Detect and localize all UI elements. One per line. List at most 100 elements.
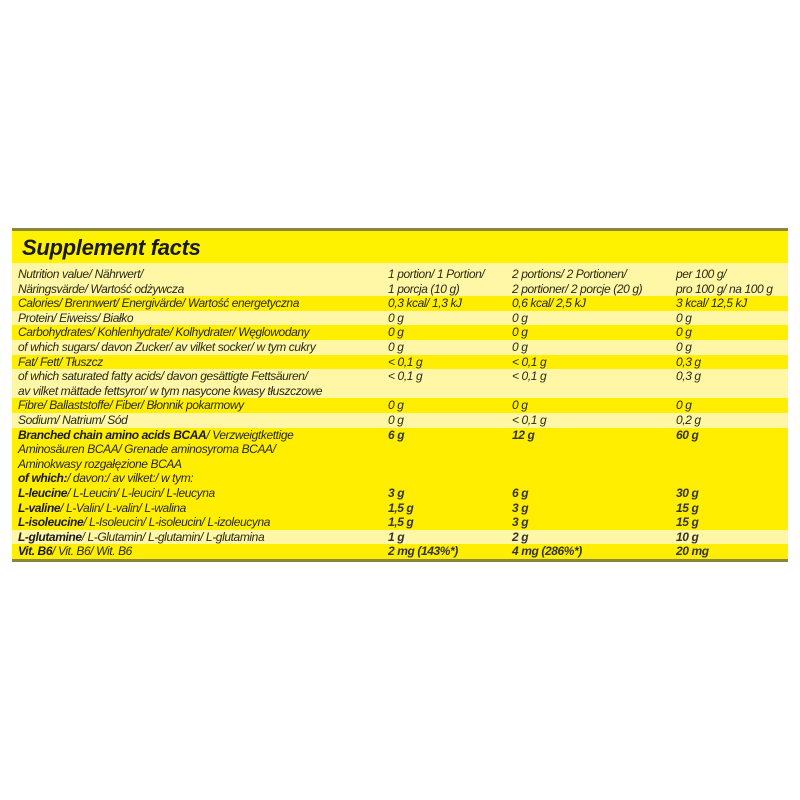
nutrient-label-text: Fat/ Fett/ Tłuszcz xyxy=(18,354,103,369)
per-2-portions-value: 12 g xyxy=(512,427,535,442)
nutrient-label: Fibre/ Ballaststoffe/ Fiber/ Błonnik pok… xyxy=(18,398,388,413)
per-100g-value: 0 g xyxy=(676,310,692,325)
per-2-portions-value: 0 g xyxy=(512,398,528,413)
nutrient-label: L-valine/ L-Valin/ L-valin/ L-walina xyxy=(18,501,388,516)
per-2-portions-value: 2 portions/ 2 Portionen/ 2 portioner/ 2 … xyxy=(512,267,643,296)
per-100g-value: 60 g xyxy=(676,427,699,442)
nutrient-label-text: of which saturated fatty acids/ davon ge… xyxy=(18,369,323,398)
per-portion-value: < 0,1 g xyxy=(388,354,423,369)
nutrient-label-text: / davon:/ av vilket:/ w tym: xyxy=(67,471,194,486)
supplement-facts-panel: Supplement facts Nutrition value/ Nährwe… xyxy=(12,228,788,562)
nutrient-label-text: Carbohydrates/ Kohlenhydrate/ Kolhydrate… xyxy=(18,325,310,340)
per-100g-value: per 100 g/ pro 100 g/ na 100 g xyxy=(676,267,773,296)
nutrient-label-bold: Vit. B6 xyxy=(18,544,53,559)
per-portion-value: 2 mg (143%*) xyxy=(388,544,458,559)
table-row: of which saturated fatty acids/ davon ge… xyxy=(12,369,788,399)
per-100g-value: 3 kcal/ 12,5 kJ xyxy=(676,296,747,311)
nutrient-label-bold: L-glutamine xyxy=(18,529,82,544)
nutrient-label: of which saturated fatty acids/ davon ge… xyxy=(18,369,388,398)
table-row: Fat/ Fett/ Tłuszcz < 0,1 g < 0,1 g 0,3 g xyxy=(12,354,788,370)
per-100g-value: 0,3 g xyxy=(676,369,701,384)
per-portion-value: 0 g xyxy=(388,339,404,354)
per-portion-value: 0 g xyxy=(388,398,404,413)
nutrient-label-bold: Branched chain amino acids BCAA xyxy=(18,427,207,442)
per-portion-value: 1,5 g xyxy=(388,515,414,530)
per-portion-value: 0 g xyxy=(388,412,404,427)
per-2-portions-value: 6 g xyxy=(512,485,529,500)
per-100g-value xyxy=(676,471,788,486)
nutrient-label: of which sugars/ davon Zucker/ av vilket… xyxy=(18,340,388,355)
nutrient-label: Carbohydrates/ Kohlenhydrate/ Kolhydrate… xyxy=(18,325,388,340)
nutrient-label-bold: L-valine xyxy=(18,500,61,515)
per-2-portions-value: 0,6 kcal/ 2,5 kJ xyxy=(512,296,586,311)
nutrient-label-text: / L-Glutamin/ L-glutamin/ L-glutamina xyxy=(81,529,265,544)
per-portion-value: 1,5 g xyxy=(388,500,414,515)
nutrient-label: Fat/ Fett/ Tłuszcz xyxy=(18,355,388,370)
table-row: Nutrition value/ Nährwert/ Näringsvärde/… xyxy=(12,263,788,297)
nutrient-label-text: Fibre/ Ballaststoffe/ Fiber/ Błonnik pok… xyxy=(18,398,244,413)
per-portion-value: 0 g xyxy=(388,325,404,340)
table-row: Branched chain amino acids BCAA/ Verzwei… xyxy=(12,427,788,472)
table-row: Protein/ Eiweiss/ Białko 0 g 0 g 0 g xyxy=(12,310,788,326)
per-portion-value: 0,3 kcal/ 1,3 kJ xyxy=(388,296,462,311)
nutrient-label: Protein/ Eiweiss/ Białko xyxy=(18,311,388,326)
table-row: L-leucine/ L-Leucin/ L-leucin/ L-leucyna… xyxy=(12,485,788,501)
per-100g-value: 30 g xyxy=(676,485,699,500)
per-2-portions-value: 0 g xyxy=(512,310,528,325)
nutrient-label-text: Calories/ Brennwert/ Energivärde/ Wartoś… xyxy=(18,296,299,311)
nutrient-label: Nutrition value/ Nährwert/ Näringsvärde/… xyxy=(18,267,388,296)
nutrient-label-text: / L-Valin/ L-valin/ L-walina xyxy=(60,500,186,515)
per-portion-value: 1 portion/ 1 Portion/ 1 porcja (10 g) xyxy=(388,267,485,296)
per-portion-value: 0 g xyxy=(388,310,404,325)
table-row: Fibre/ Ballaststoffe/ Fiber/ Błonnik pok… xyxy=(12,398,788,413)
nutrient-label: Sodium/ Natrium/ Sód xyxy=(18,413,388,428)
nutrient-label-text: / Vit. B6/ Wit. B6 xyxy=(52,544,132,559)
per-2-portions-value: 4 mg (286%*) xyxy=(512,544,582,559)
nutrient-label-text: / Verzweigtkettige Aminosäuren BCAA/ Gre… xyxy=(18,427,294,471)
table-row: L-valine/ L-Valin/ L-valin/ L-walina 1,5 … xyxy=(12,500,788,516)
nutrient-label-bold: L-isoleucine xyxy=(18,515,84,530)
per-100g-value: 20 mg xyxy=(676,544,709,559)
per-2-portions-value: < 0,1 g xyxy=(512,412,547,427)
per-2-portions-value: < 0,1 g xyxy=(512,354,547,369)
per-portion-value xyxy=(388,471,512,486)
nutrient-label-bold: of which: xyxy=(18,471,68,486)
per-100g-value: 15 g xyxy=(676,515,699,530)
nutrient-label: L-leucine/ L-Leucin/ L-leucin/ L-leucyna xyxy=(18,486,388,501)
nutrient-label: Branched chain amino acids BCAA/ Verzwei… xyxy=(18,428,388,472)
per-2-portions-value: 0 g xyxy=(512,339,528,354)
per-2-portions-value xyxy=(512,471,676,486)
nutrient-label: Calories/ Brennwert/ Energivärde/ Wartoś… xyxy=(18,296,388,311)
per-100g-value: 0,2 g xyxy=(676,412,701,427)
table-row: Sodium/ Natrium/ Sód 0 g < 0,1 g 0,2 g xyxy=(12,412,788,428)
per-100g-value: 10 g xyxy=(676,529,699,544)
nutrient-label: of which:/ davon:/ av vilket:/ w tym: xyxy=(18,471,388,486)
per-portion-value: 3 g xyxy=(388,485,405,500)
per-2-portions-value: 3 g xyxy=(512,500,529,515)
nutrient-label-text: Protein/ Eiweiss/ Białko xyxy=(18,310,134,325)
per-100g-value: 0 g xyxy=(676,339,692,354)
table-row: L-isoleucine/ L-Isoleucin/ L-isoleucin/ … xyxy=(12,515,788,530)
nutrient-label-text: Sodium/ Natrium/ Sód xyxy=(18,412,128,427)
nutrient-label: L-glutamine/ L-Glutamin/ L-glutamin/ L-g… xyxy=(18,530,388,545)
table-row: L-glutamine/ L-Glutamin/ L-glutamin/ L-g… xyxy=(12,529,788,545)
table-row: of which sugars/ davon Zucker/ av vilket… xyxy=(12,339,788,355)
nutrient-label: Vit. B6/ Vit. B6/ Wit. B6 xyxy=(18,544,388,559)
table-row: Carbohydrates/ Kohlenhydrate/ Kolhydrate… xyxy=(12,325,788,340)
per-portion-value: < 0,1 g xyxy=(388,369,423,384)
per-portion-value: 1 g xyxy=(388,529,405,544)
nutrient-label-text: / L-Leucin/ L-leucin/ L-leucyna xyxy=(67,485,215,500)
per-100g-value: 15 g xyxy=(676,500,699,515)
nutrient-label-text: / L-Isoleucin/ L-isoleucin/ L-izoleucyna xyxy=(83,515,270,530)
table-row: Vit. B6/ Vit. B6/ Wit. B6 2 mg (143%*) 4 m… xyxy=(12,544,788,559)
table-row: of which:/ davon:/ av vilket:/ w tym: xyxy=(12,471,788,486)
per-2-portions-value: 2 g xyxy=(512,529,529,544)
nutrient-label-bold: L-leucine xyxy=(18,485,68,500)
per-100g-value: 0 g xyxy=(676,398,692,413)
panel-title: Supplement facts xyxy=(22,235,201,260)
per-2-portions-value: 0 g xyxy=(512,325,528,340)
nutrient-label-text: of which sugars/ davon Zucker/ av vilket… xyxy=(18,339,316,354)
per-2-portions-value: < 0,1 g xyxy=(512,369,547,384)
table-row: Calories/ Brennwert/ Energivärde/ Wartoś… xyxy=(12,296,788,311)
per-2-portions-value: 3 g xyxy=(512,515,529,530)
